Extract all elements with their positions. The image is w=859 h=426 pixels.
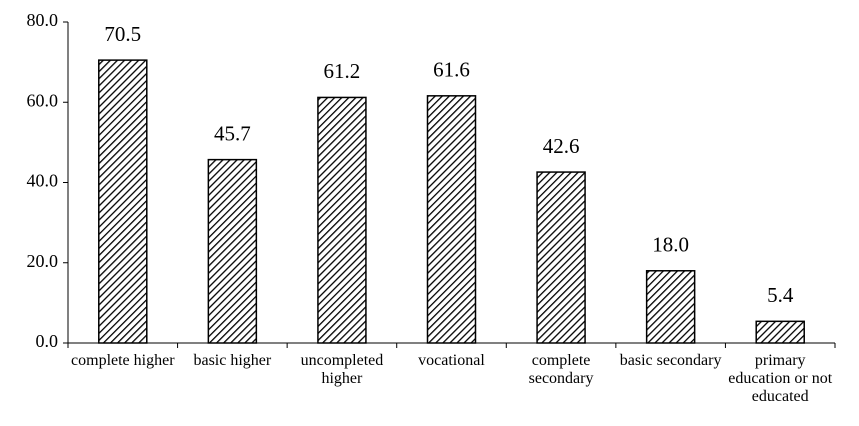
bar (207, 158, 258, 344)
bar (426, 95, 477, 344)
x-tick-label: complete higher (71, 352, 175, 369)
y-tick-label: 20.0 (27, 251, 59, 271)
x-tick-label: uncompleted higher (300, 352, 384, 387)
x-tick-label: vocational (418, 352, 485, 369)
data-label: 42.6 (543, 134, 580, 158)
data-label: 18.0 (652, 233, 689, 257)
bar (98, 59, 148, 344)
y-tick-label: 80.0 (27, 10, 59, 30)
data-label: 45.7 (214, 121, 251, 145)
bar (645, 270, 696, 344)
x-tick-label: basic secondary (619, 352, 722, 369)
y-tick-label: 40.0 (27, 171, 59, 191)
data-label: 70.5 (104, 22, 141, 46)
y-tick-label: 0.0 (36, 331, 59, 351)
data-label: 5.4 (767, 283, 794, 307)
x-tick-label: complete secondary (528, 352, 594, 387)
bar (536, 171, 586, 344)
bar (317, 96, 367, 344)
x-tick-label: primary education or not educated (728, 352, 833, 405)
x-tick-label: basic higher (193, 352, 272, 369)
data-label: 61.2 (324, 59, 361, 83)
y-tick-label: 60.0 (27, 90, 59, 110)
data-label: 61.6 (433, 58, 470, 82)
bar (755, 320, 805, 344)
